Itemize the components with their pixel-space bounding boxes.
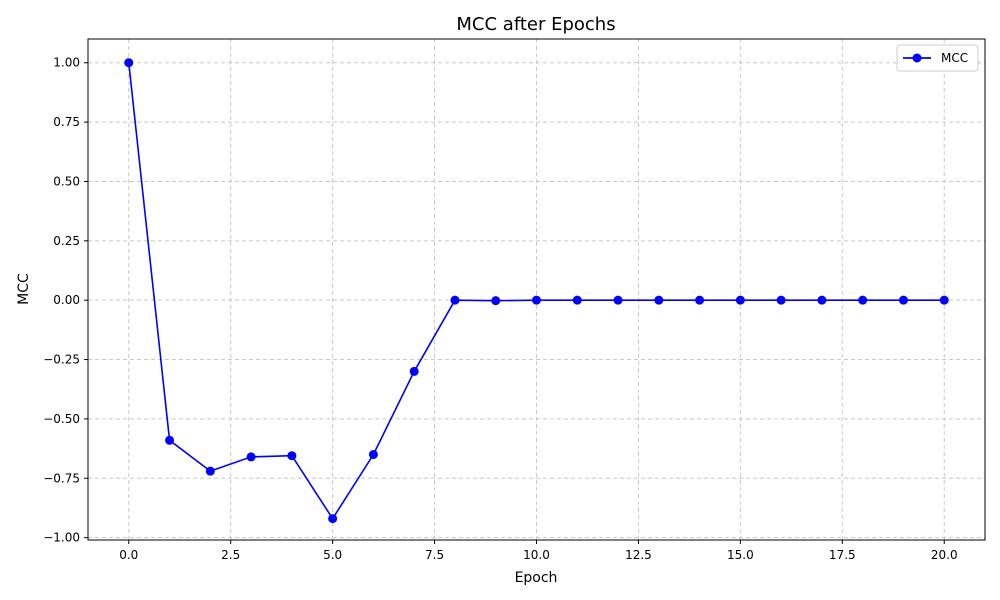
y-tick-label: 0.50 <box>53 174 80 188</box>
axis-ticks: 0.0 2.5 5.0 7.5 10.0 12.5 15.0 17.5 20.0 1.00 0.75… <box>43 56 957 562</box>
grid-lines <box>88 39 985 540</box>
data-point <box>532 295 541 305</box>
series-layer <box>124 58 949 524</box>
legend-box <box>896 44 979 72</box>
legend-label: MCC <box>941 51 968 65</box>
legend: MCC <box>896 44 979 72</box>
x-tick-label: 7.5 <box>425 548 444 562</box>
data-point <box>328 514 338 524</box>
x-tick-label: 17.5 <box>829 548 856 562</box>
data-point <box>165 435 175 445</box>
data-point <box>368 450 378 460</box>
x-tick-label: 12.5 <box>625 548 652 562</box>
legend-marker <box>912 53 922 63</box>
data-point <box>817 295 827 305</box>
x-tick-label: 0.0 <box>119 548 138 562</box>
data-point <box>898 295 908 305</box>
y-tick-label: −0.50 <box>43 412 80 426</box>
y-tick-label: 0.75 <box>53 115 80 129</box>
y-tick-label: −0.25 <box>43 353 80 367</box>
x-tick-label: 2.5 <box>221 548 240 562</box>
data-point <box>939 295 949 305</box>
data-point <box>124 58 134 68</box>
y-tick-label: 0.00 <box>53 293 80 307</box>
data-point <box>450 295 460 305</box>
data-point <box>409 366 419 376</box>
data-point <box>572 295 582 305</box>
data-point <box>654 295 664 305</box>
y-tick-label: −0.75 <box>43 471 80 485</box>
x-axis-label: Epoch <box>515 570 558 586</box>
y-tick-label: −1.00 <box>43 531 80 545</box>
data-point <box>287 451 297 461</box>
y-tick-label: 1.00 <box>53 56 80 70</box>
data-point <box>613 295 623 305</box>
y-tick-label: 0.25 <box>53 234 80 248</box>
data-point <box>205 466 215 476</box>
data-point <box>735 295 745 305</box>
chart-title: MCC after Epochs <box>456 14 615 35</box>
data-point <box>776 295 786 305</box>
x-tick-label: 5.0 <box>323 548 342 562</box>
x-tick-label: 20.0 <box>931 548 958 562</box>
x-tick-label: 10.0 <box>523 548 550 562</box>
x-tick-label: 15.0 <box>727 548 754 562</box>
data-point <box>695 295 705 305</box>
y-axis-label: MCC <box>16 273 32 305</box>
data-point <box>491 296 501 306</box>
plot-frame <box>87 38 986 541</box>
data-point <box>858 295 868 305</box>
data-point <box>246 452 256 462</box>
